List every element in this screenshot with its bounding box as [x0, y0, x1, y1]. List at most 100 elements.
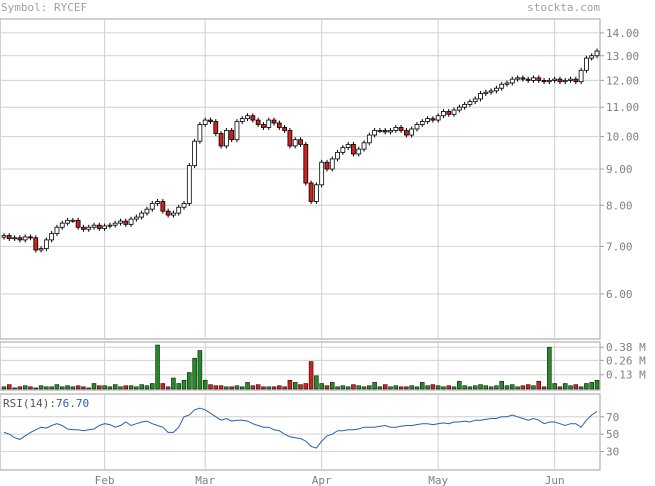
- volume-bar: [81, 386, 86, 390]
- volume-bar: [144, 385, 150, 390]
- price-tick-label: 6.00: [606, 288, 633, 301]
- price-tick-label: 14.00: [606, 27, 639, 40]
- candle-body: [139, 212, 145, 218]
- volume-bar: [49, 386, 54, 390]
- volume-bar: [1, 386, 7, 390]
- candle-body: [28, 236, 33, 239]
- volume-bar: [404, 386, 409, 390]
- candle-body: [218, 133, 224, 147]
- rsi-grid: [0, 394, 604, 470]
- volume-bar: [388, 386, 393, 390]
- candle-body: [377, 130, 383, 132]
- x-tick-label: May: [428, 474, 448, 486]
- candle-body: [536, 77, 542, 81]
- volume-bar: [314, 375, 319, 390]
- candle-body: [239, 118, 245, 122]
- volume-tick-label: 0.38 M: [606, 341, 646, 354]
- volume-bar: [361, 386, 367, 390]
- volume-bar: [54, 384, 60, 390]
- rsi-label: RSI(14):76.70: [3, 397, 89, 410]
- candle-body: [91, 224, 97, 228]
- candle-body: [292, 139, 298, 147]
- candle-body: [133, 216, 139, 220]
- candle-body: [430, 118, 436, 121]
- rsi-label-text: RSI(14):: [3, 397, 56, 410]
- price-tick-label: 8.00: [606, 199, 633, 212]
- volume-tick-label: 0.26 M: [606, 354, 646, 367]
- volume-bar: [102, 385, 107, 390]
- candle-body: [250, 115, 256, 121]
- volume-bar: [176, 383, 181, 390]
- price-tick-label: 10.00: [606, 131, 639, 144]
- candle-body: [266, 119, 272, 128]
- candle-body: [557, 78, 563, 83]
- volume-bar: [377, 386, 383, 390]
- volume-bar: [420, 382, 425, 390]
- candle-body: [478, 93, 483, 100]
- volume-bar: [573, 384, 579, 390]
- candle-body: [435, 115, 441, 121]
- candle-body: [509, 78, 515, 84]
- candle-body: [546, 80, 552, 83]
- volume-bar: [292, 382, 298, 390]
- volume-bar: [520, 385, 526, 390]
- volume-bar: [372, 382, 377, 390]
- volume-bar: [345, 386, 351, 390]
- candle-body: [245, 115, 250, 120]
- volume-bar: [150, 383, 155, 390]
- volume-bar: [478, 384, 483, 390]
- volume-bar: [240, 386, 245, 390]
- volume-bar: [139, 384, 144, 390]
- price-tick-label: 12.00: [606, 74, 639, 87]
- volume-bar: [547, 346, 552, 390]
- volume-bar: [33, 387, 39, 390]
- candle-body: [324, 161, 330, 170]
- candle-body: [594, 50, 600, 57]
- volume-tick-label: 0.13 M: [606, 369, 646, 382]
- candle-body: [38, 248, 44, 251]
- price-panel: [0, 18, 601, 340]
- volume-bar: [86, 387, 91, 390]
- candle-body: [382, 130, 388, 133]
- volume-bar: [97, 385, 102, 390]
- candle-body: [107, 224, 113, 227]
- rsi-value: 76.70: [56, 397, 89, 410]
- volume-bar: [245, 382, 250, 390]
- candle-body: [351, 143, 356, 155]
- volume-bar: [38, 385, 44, 390]
- x-tick-label: Feb: [95, 474, 115, 486]
- volume-bar: [441, 386, 446, 390]
- candle-body: [1, 235, 7, 238]
- volume-bar: [218, 385, 224, 390]
- site-label[interactable]: stockta.com: [527, 1, 600, 14]
- volume-bar: [181, 379, 187, 390]
- candle-body: [488, 90, 494, 93]
- volume-bar: [324, 385, 330, 390]
- volume-bar: [192, 357, 197, 390]
- volume-bar: [562, 383, 568, 390]
- candle-body: [515, 77, 520, 80]
- volume-panel: [0, 341, 601, 391]
- volume-bar: [65, 385, 70, 390]
- volume-bar: [462, 385, 467, 390]
- volume-bar: [515, 386, 520, 390]
- candle-body: [102, 225, 107, 229]
- candle-body: [568, 78, 573, 81]
- candle-body: [451, 109, 457, 115]
- volume-bar: [160, 383, 166, 390]
- candle-body: [81, 226, 86, 230]
- volume-bar: [393, 385, 399, 390]
- candle-body: [186, 165, 192, 204]
- candle-body: [255, 119, 261, 125]
- volume-bar: [261, 386, 266, 390]
- volume-bar: [165, 386, 171, 390]
- volume-bar: [208, 384, 213, 390]
- volume-bar: [494, 385, 499, 390]
- volume-bar: [504, 385, 510, 390]
- volume-bar: [589, 382, 594, 390]
- candle-body: [118, 220, 123, 224]
- volume-bar: [197, 350, 203, 390]
- candle-body: [59, 222, 65, 228]
- price-axis-labels: 6.00 7.00 8.00 9.00 10.00 11.00 12.00 13.00 14.0…: [606, 27, 639, 301]
- volume-bar: [282, 386, 287, 390]
